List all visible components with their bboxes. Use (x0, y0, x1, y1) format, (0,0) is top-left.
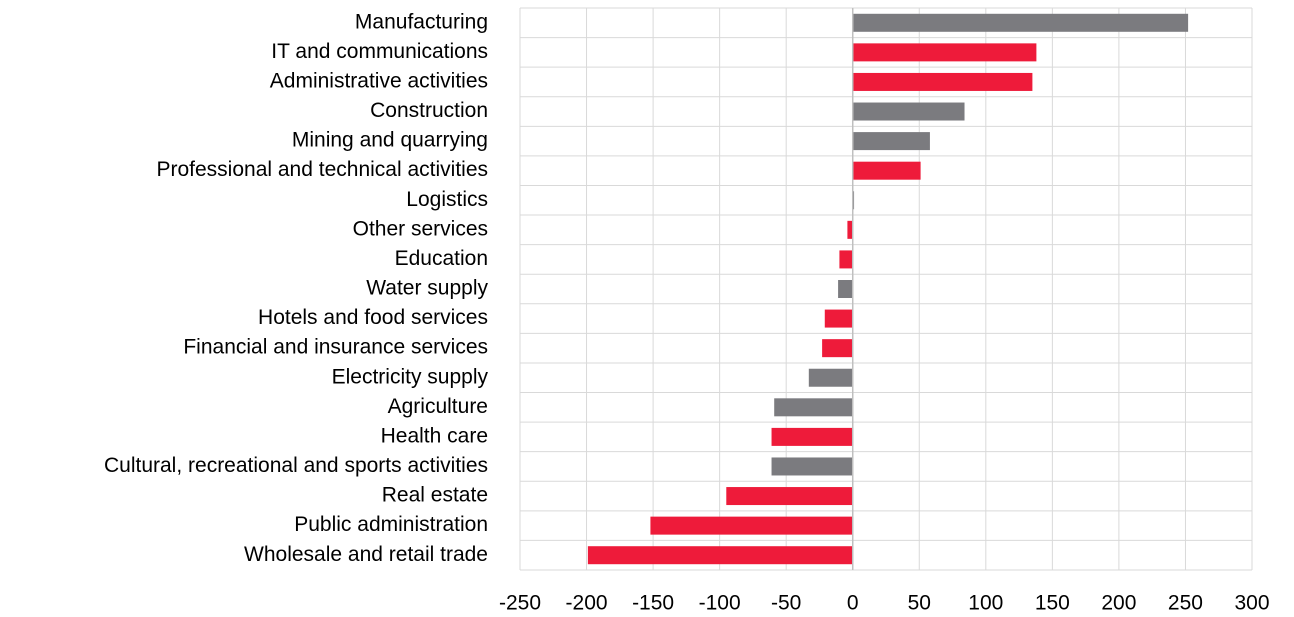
bar (771, 457, 853, 476)
y-tick-label: Logistics (406, 188, 488, 211)
bar (852, 102, 965, 121)
x-tick-label: -50 (771, 592, 801, 615)
bar (771, 427, 853, 446)
bar (774, 398, 853, 417)
y-tick-label: Other services (353, 217, 488, 240)
bar (852, 72, 1033, 91)
bar (822, 339, 853, 358)
x-tick-label: 50 (908, 592, 931, 615)
y-tick-label: Electricity supply (332, 365, 489, 388)
y-tick-label: Wholesale and retail trade (244, 543, 488, 566)
y-tick-label: Education (395, 247, 488, 270)
x-tick-label: 150 (1035, 592, 1070, 615)
x-tick-label: -250 (499, 592, 541, 615)
bar (852, 43, 1037, 62)
bar (838, 280, 853, 298)
bar (808, 368, 853, 387)
x-tick-label: -100 (699, 592, 741, 615)
y-tick-label: Agriculture (388, 395, 488, 418)
bar (726, 487, 853, 506)
bar (852, 13, 1189, 32)
y-tick-label: Cultural, recreational and sports activi… (104, 454, 488, 477)
x-tick-label: 100 (968, 592, 1003, 615)
x-tick-label: -150 (632, 592, 674, 615)
y-tick-label: Administrative activities (270, 69, 488, 92)
x-tick-label: 200 (1101, 592, 1136, 615)
y-tick-label: Financial and insurance services (183, 336, 488, 359)
bar (587, 546, 853, 565)
x-tick-label: 250 (1168, 592, 1203, 615)
y-tick-label: Professional and technical activities (156, 158, 488, 181)
y-tick-label: Construction (370, 99, 488, 122)
y-tick-label: Water supply (366, 277, 488, 300)
y-tick-label: Hotels and food services (258, 306, 488, 329)
x-tick-label: -200 (566, 592, 608, 615)
bar (852, 132, 930, 151)
y-tick-label: Mining and quarrying (292, 129, 488, 152)
y-tick-label: Manufacturing (355, 10, 488, 33)
bar (852, 161, 921, 180)
y-tick-label: Real estate (382, 484, 488, 507)
bar (847, 220, 853, 239)
bar (824, 309, 853, 328)
y-tick-label: Health care (381, 424, 488, 447)
y-tick-label: IT and communications (271, 40, 488, 63)
y-tick-label: Public administration (294, 513, 488, 536)
bar (839, 250, 853, 269)
x-tick-label: 300 (1234, 592, 1269, 615)
bar (650, 516, 853, 535)
x-tick-label: 0 (847, 592, 859, 615)
